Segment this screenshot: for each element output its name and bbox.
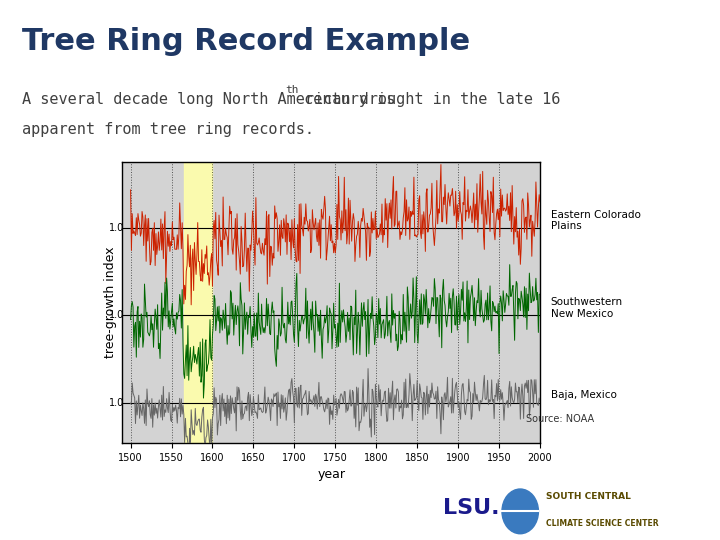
Text: Source: NOAA: Source: NOAA — [526, 414, 594, 424]
Text: 1.0: 1.0 — [109, 310, 124, 320]
Text: 1.0: 1.0 — [109, 397, 124, 408]
Text: LSU.: LSU. — [443, 498, 499, 518]
Text: Eastern Colorado
Plains: Eastern Colorado Plains — [551, 210, 641, 231]
Text: 1.0: 1.0 — [109, 222, 124, 233]
Text: A several decade long North American drought in the late 16: A several decade long North American dro… — [22, 92, 560, 107]
X-axis label: year: year — [318, 468, 345, 481]
Circle shape — [502, 489, 539, 534]
Text: th: th — [285, 85, 299, 96]
Text: SOUTH CENTRAL: SOUTH CENTRAL — [546, 492, 631, 501]
Text: century is: century is — [295, 92, 395, 107]
Text: CLIMATE SCIENCE CENTER: CLIMATE SCIENCE CENTER — [546, 519, 658, 528]
Text: apparent from tree ring records.: apparent from tree ring records. — [22, 122, 314, 137]
Text: Baja, Mexico: Baja, Mexico — [551, 390, 616, 400]
Bar — [184, 162, 212, 443]
Text: Tree Ring Record Example: Tree Ring Record Example — [22, 27, 469, 56]
Text: Southwestern
New Mexico: Southwestern New Mexico — [551, 297, 623, 319]
Y-axis label: tree-growth index: tree-growth index — [104, 247, 117, 358]
